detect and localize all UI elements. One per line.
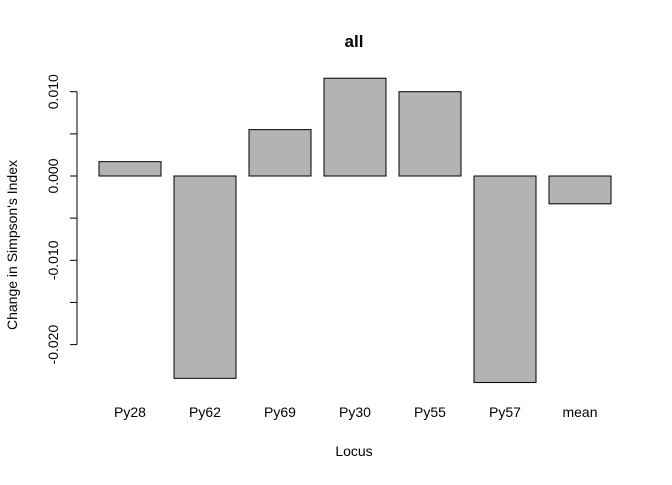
chart-title: all	[345, 32, 364, 51]
x-tick-label: Py55	[414, 404, 446, 420]
y-tick-label: 0.010	[45, 74, 61, 109]
y-axis: -0.020 -0.010 0.000 0.010	[45, 74, 78, 365]
bars-group	[98, 77, 612, 384]
y-axis-label: Change in Simpson's Index	[4, 160, 20, 330]
x-tick-label: Py62	[189, 404, 221, 420]
bar-mean	[548, 175, 612, 205]
x-axis-label: Locus	[335, 443, 372, 459]
x-tick-labels: Py28 Py62 Py69 Py30 Py55 Py57 mean	[114, 404, 597, 420]
x-tick-label: Py57	[489, 404, 521, 420]
x-tick-label: mean	[562, 404, 597, 420]
bar-py57	[473, 175, 537, 384]
x-tick-label: Py30	[339, 404, 371, 420]
bar-py62	[173, 175, 237, 379]
y-tick-label: 0.000	[45, 158, 61, 193]
bar-py30	[323, 77, 387, 177]
x-tick-label: Py69	[264, 404, 296, 420]
bar-py69	[248, 129, 312, 177]
bar-py28	[98, 161, 162, 177]
y-tick-label: -0.020	[45, 325, 61, 365]
x-tick-label: Py28	[114, 404, 146, 420]
bar-py55	[398, 91, 462, 177]
y-tick-label: -0.010	[45, 240, 61, 280]
